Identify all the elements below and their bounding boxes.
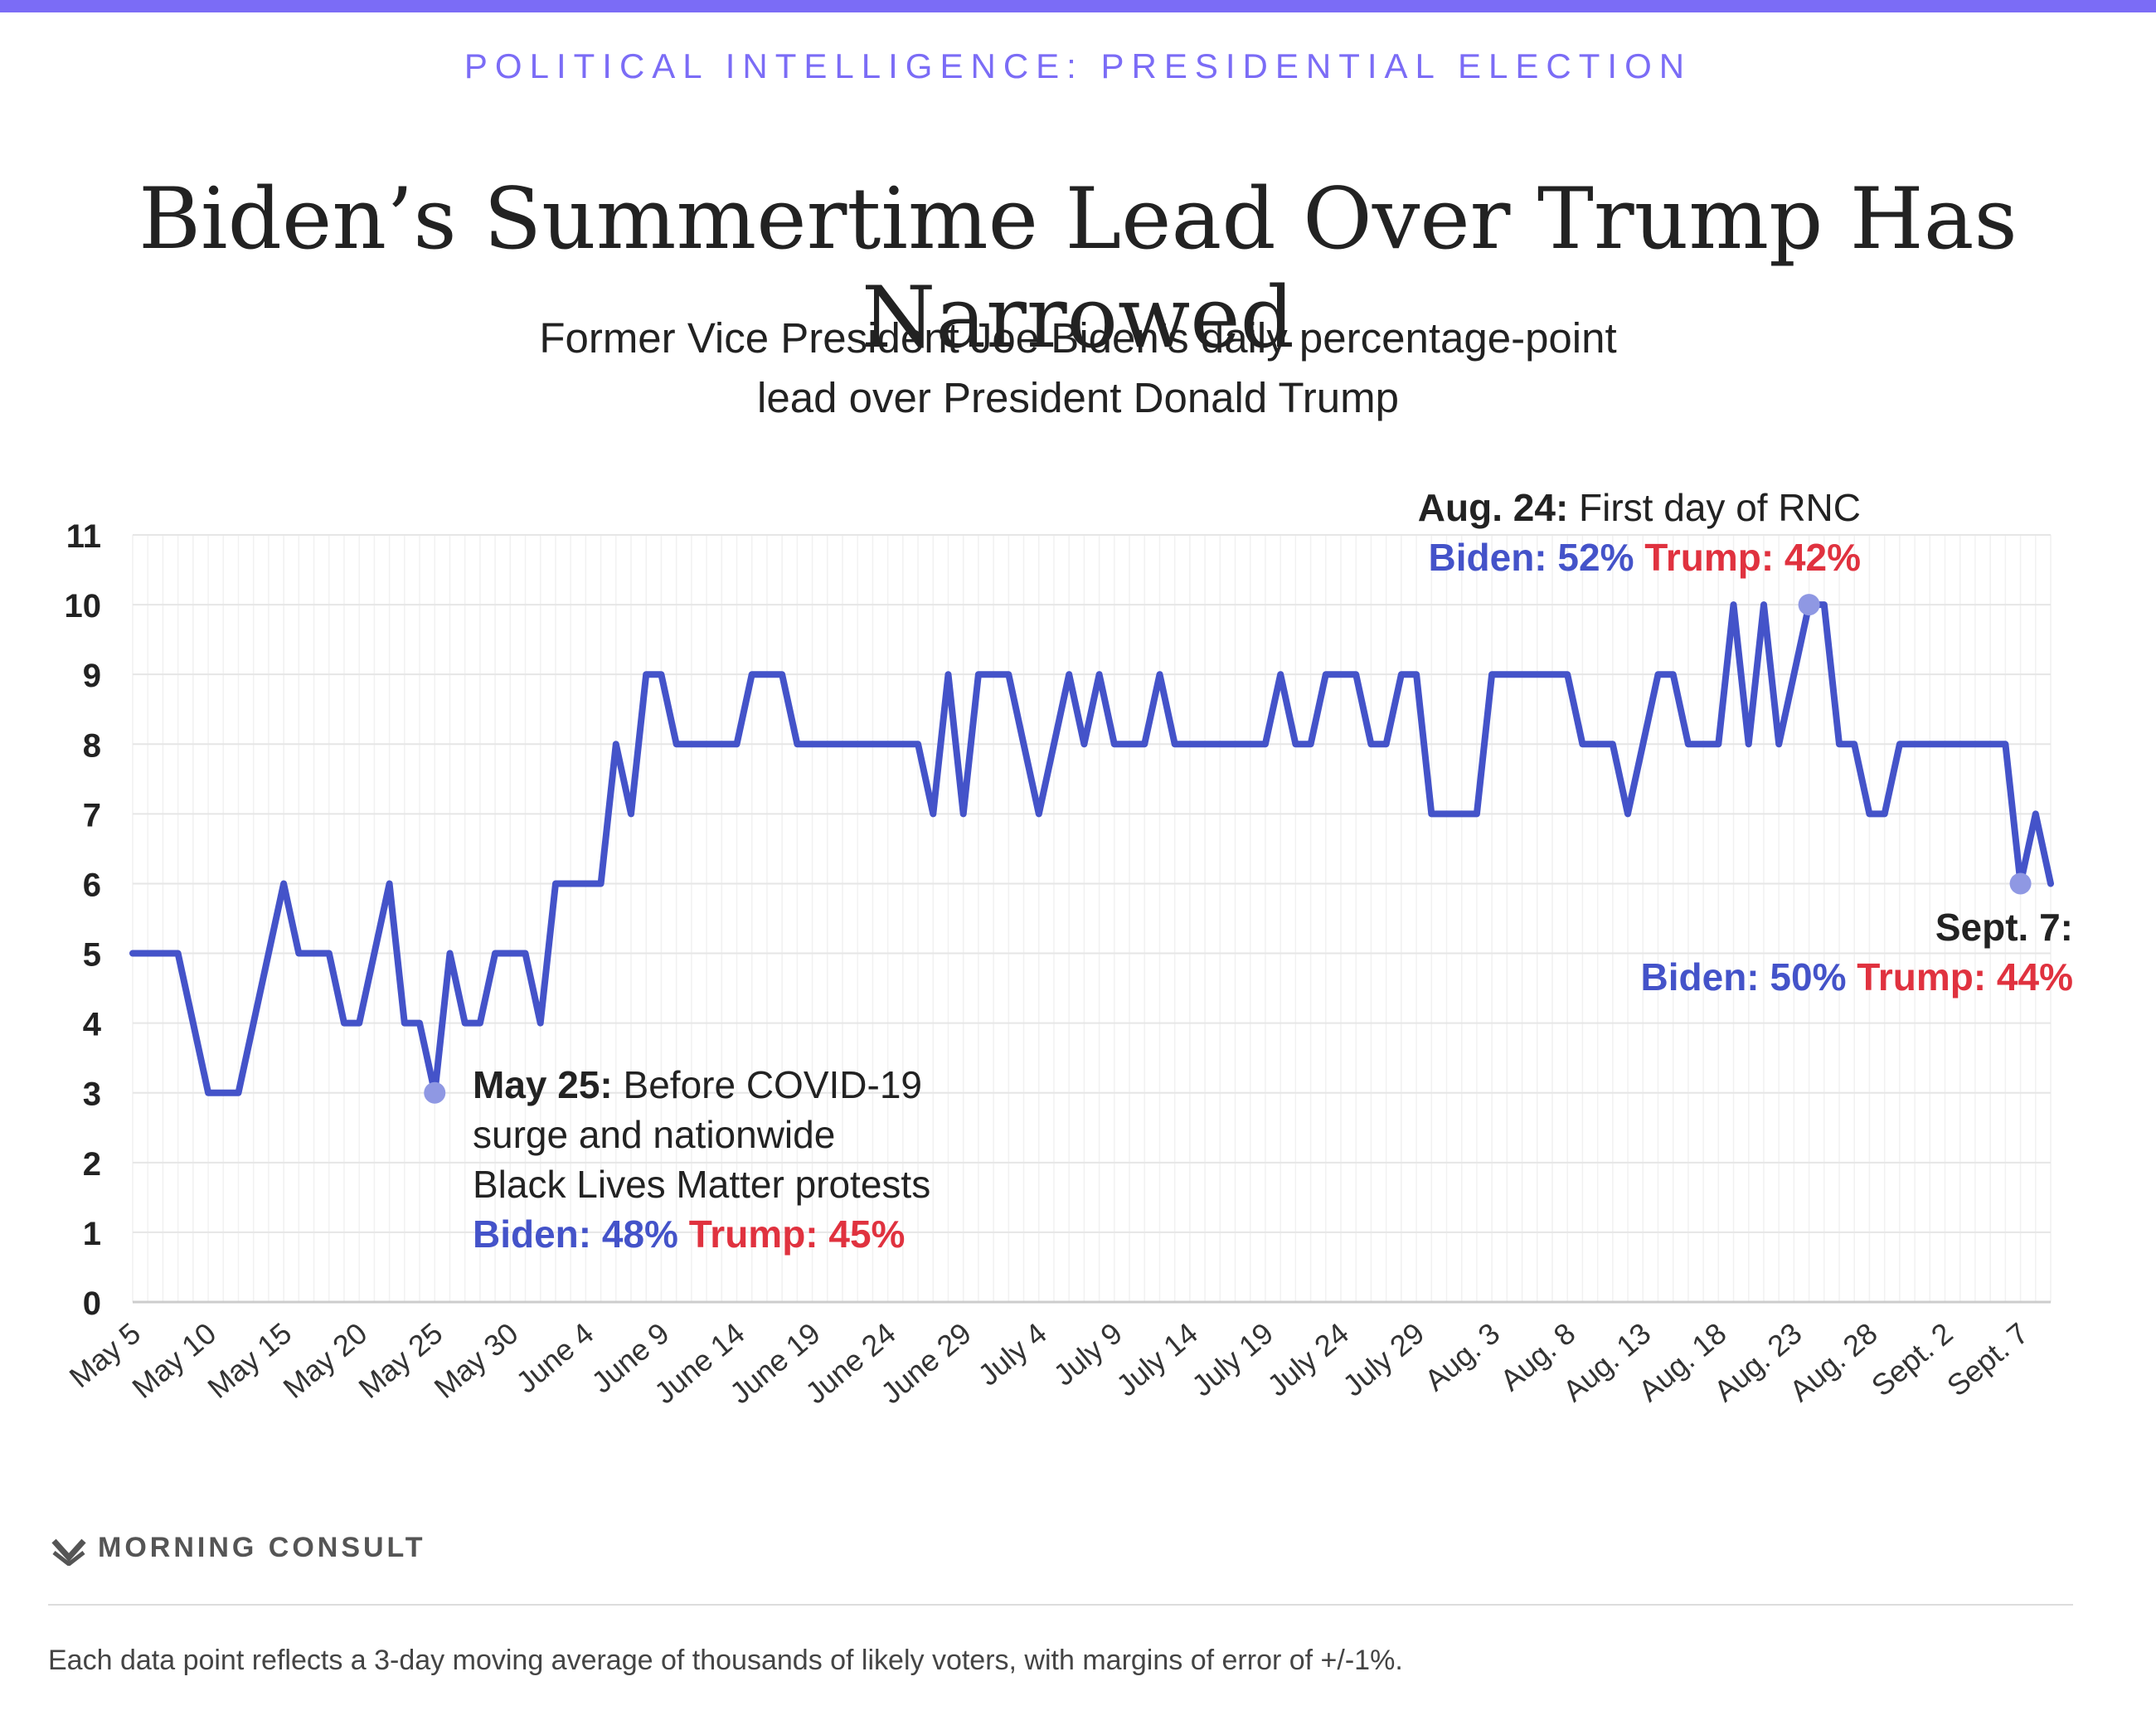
annotation-may25-text1: Before COVID-19 (612, 1063, 923, 1106)
highlight-point-marker (1798, 594, 1820, 616)
kicker: POLITICAL INTELLIGENCE: PRESIDENTIAL ELE… (464, 46, 1692, 85)
y-tick-label: 7 (83, 797, 101, 833)
y-tick-label: 0 (83, 1285, 101, 1322)
x-tick-label: June 4 (509, 1316, 600, 1400)
x-tick-label: Sept. 7 (1940, 1316, 2035, 1403)
annotation-may25-date: May 25: (473, 1063, 613, 1106)
annotation-aug24: Aug. 24: First day of RNC Biden: 52% Tru… (1418, 483, 1861, 582)
annotation-sept7: Sept. 7: Biden: 50% Trump: 44% (1641, 902, 2073, 1002)
annotation-aug24-text: First day of RNC (1568, 486, 1861, 529)
subtitle-line-1: Former Vice President Joe Biden’s daily … (539, 314, 1617, 362)
x-tick-label: July 29 (1336, 1316, 1430, 1403)
x-tick-label: July 4 (971, 1316, 1052, 1392)
annotation-may25-text2: surge and nationwide (473, 1113, 836, 1156)
subtitle-line-2: lead over President Donald Trump (757, 374, 1399, 421)
horizontal-gridlines (133, 534, 2051, 1303)
vertical-gridlines (132, 535, 2052, 1302)
y-tick-label: 3 (83, 1076, 101, 1113)
y-tick-label: 8 (83, 727, 101, 764)
annotation-may25-biden: Biden: 48% (473, 1212, 678, 1256)
y-tick-label: 11 (66, 518, 101, 555)
chart-subtitle: Former Vice President Joe Biden’s daily … (0, 309, 2156, 428)
morning-consult-logo-icon (51, 1538, 86, 1566)
x-tick-label: Aug. 3 (1418, 1316, 1506, 1397)
annotation-may25-trump: Trump: 45% (688, 1212, 906, 1256)
chart-title: Biden’s Summertime Lead Over Trump Has N… (138, 170, 2018, 367)
annotation-aug24-biden: Biden: 52% (1428, 536, 1634, 579)
annotation-aug24-trump: Trump: 42% (1644, 536, 1861, 579)
footnote: Each data point reflects a 3-day moving … (48, 1645, 1403, 1676)
y-tick-label: 9 (83, 658, 101, 694)
x-tick-label: May 10 (125, 1316, 222, 1405)
x-tick-label: May 30 (428, 1316, 525, 1405)
highlight-markers (424, 594, 2032, 1104)
brand-name: MORNING CONSULT (98, 1532, 426, 1563)
x-tick-label: July 24 (1260, 1316, 1355, 1403)
series-line-biden-lead (129, 601, 2054, 1096)
annotation-sept7-date: Sept. 7: (1935, 906, 2073, 949)
x-tick-label: Sept. 2 (1865, 1316, 1959, 1403)
x-tick-label: July 19 (1185, 1316, 1280, 1403)
y-tick-label: 2 (83, 1146, 101, 1183)
highlight-point-marker (424, 1081, 446, 1104)
x-tick-label: May 20 (277, 1316, 374, 1405)
y-axis-tick-labels: 0 1 2 3 4 5 6 7 8 9 10 11 (65, 518, 102, 1322)
annotation-sept7-biden: Biden: 50% (1640, 955, 1847, 999)
annotation-sept7-trump: Trump: 44% (1857, 955, 2073, 999)
highlight-point-marker (2009, 872, 2032, 895)
y-tick-label: 5 (83, 937, 101, 974)
y-tick-label: 1 (83, 1216, 101, 1252)
y-tick-label: 6 (83, 867, 101, 903)
x-tick-label: July 14 (1110, 1316, 1204, 1403)
footer-divider (48, 1604, 2073, 1606)
annotation-may25-text3: Black Lives Matter protests (473, 1163, 931, 1206)
annotation-aug24-date: Aug. 24: (1417, 486, 1569, 529)
y-tick-label: 4 (83, 1007, 102, 1043)
x-tick-label: Aug. 28 (1783, 1316, 1883, 1408)
x-tick-label: May 15 (201, 1316, 298, 1405)
top-accent-bar (0, 0, 2156, 12)
y-tick-label: 10 (65, 588, 102, 624)
annotation-may25: May 25: Before COVID-19 surge and nation… (473, 1060, 930, 1259)
x-tick-label: May 25 (352, 1316, 449, 1405)
